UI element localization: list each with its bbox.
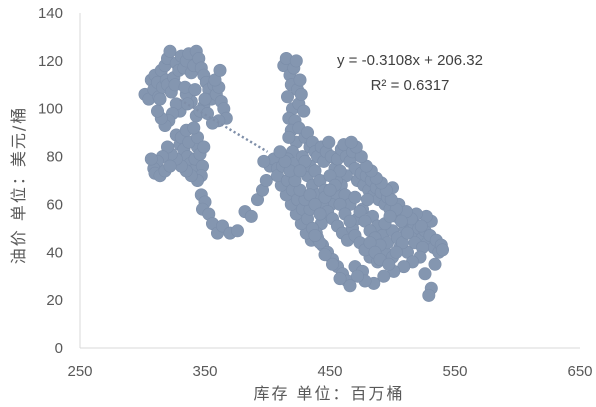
- data-point: [360, 193, 374, 207]
- x-tick-label: 350: [192, 363, 217, 380]
- y-tick-label: 20: [46, 292, 63, 309]
- data-point: [383, 209, 397, 223]
- data-point: [259, 174, 273, 188]
- data-points: [138, 44, 449, 302]
- data-point: [343, 214, 357, 228]
- data-point: [313, 207, 327, 221]
- data-point: [197, 140, 211, 154]
- axes: [79, 13, 580, 349]
- data-point: [428, 257, 442, 271]
- x-tick-label: 250: [67, 363, 92, 380]
- data-point: [244, 209, 258, 223]
- data-point: [422, 288, 436, 302]
- y-axis-title: 油价 单位：美元/桶: [9, 106, 28, 264]
- data-point: [344, 135, 358, 149]
- y-tick-label: 40: [46, 244, 63, 261]
- data-point: [322, 135, 336, 149]
- data-point: [308, 229, 322, 243]
- y-tick-label: 140: [38, 5, 63, 22]
- data-point: [318, 248, 332, 262]
- data-point: [257, 154, 271, 168]
- data-point: [294, 87, 308, 101]
- data-point: [201, 107, 215, 121]
- data-point: [293, 73, 307, 87]
- trendline-r-squared: R² = 0.6317: [371, 77, 450, 94]
- data-point: [163, 44, 177, 58]
- data-point: [333, 272, 347, 286]
- data-point: [289, 54, 303, 68]
- data-point: [377, 269, 391, 283]
- y-tick-label: 0: [55, 340, 63, 357]
- data-point: [188, 83, 202, 97]
- data-point: [418, 267, 432, 281]
- x-tick-label: 550: [442, 363, 467, 380]
- data-point: [400, 226, 414, 240]
- data-point: [163, 159, 177, 173]
- data-point: [350, 269, 364, 283]
- x-tick-label: 650: [567, 363, 592, 380]
- data-point: [343, 279, 357, 293]
- data-point: [153, 92, 167, 106]
- data-point: [273, 145, 287, 159]
- x-axis-title: 库存 单位：百万桶: [253, 384, 404, 403]
- data-point: [187, 121, 201, 135]
- data-point: [280, 90, 294, 104]
- data-point: [144, 152, 158, 166]
- data-point: [394, 214, 408, 228]
- y-tick-label: 100: [38, 101, 63, 118]
- data-point: [389, 245, 403, 259]
- trendline-equation: y = -0.3108x + 206.32: [337, 52, 483, 69]
- data-point: [151, 104, 165, 118]
- y-tick-label: 120: [38, 53, 63, 70]
- x-tick-label: 450: [317, 363, 342, 380]
- data-point: [213, 63, 227, 77]
- data-point: [181, 97, 195, 111]
- data-point: [293, 164, 307, 178]
- data-point: [435, 243, 449, 257]
- data-point: [348, 190, 362, 204]
- data-point: [323, 183, 337, 197]
- data-point: [198, 92, 212, 106]
- data-point: [414, 219, 428, 233]
- y-tick-label: 80: [46, 149, 63, 166]
- data-point: [382, 257, 396, 271]
- data-point: [325, 257, 339, 271]
- tick-labels: 250 350 450 550 650 0 20 40 60 80 100 120 140: [38, 5, 593, 380]
- data-point: [297, 104, 311, 118]
- data-point: [282, 130, 296, 144]
- data-point: [231, 224, 245, 238]
- y-tick-label: 60: [46, 196, 63, 213]
